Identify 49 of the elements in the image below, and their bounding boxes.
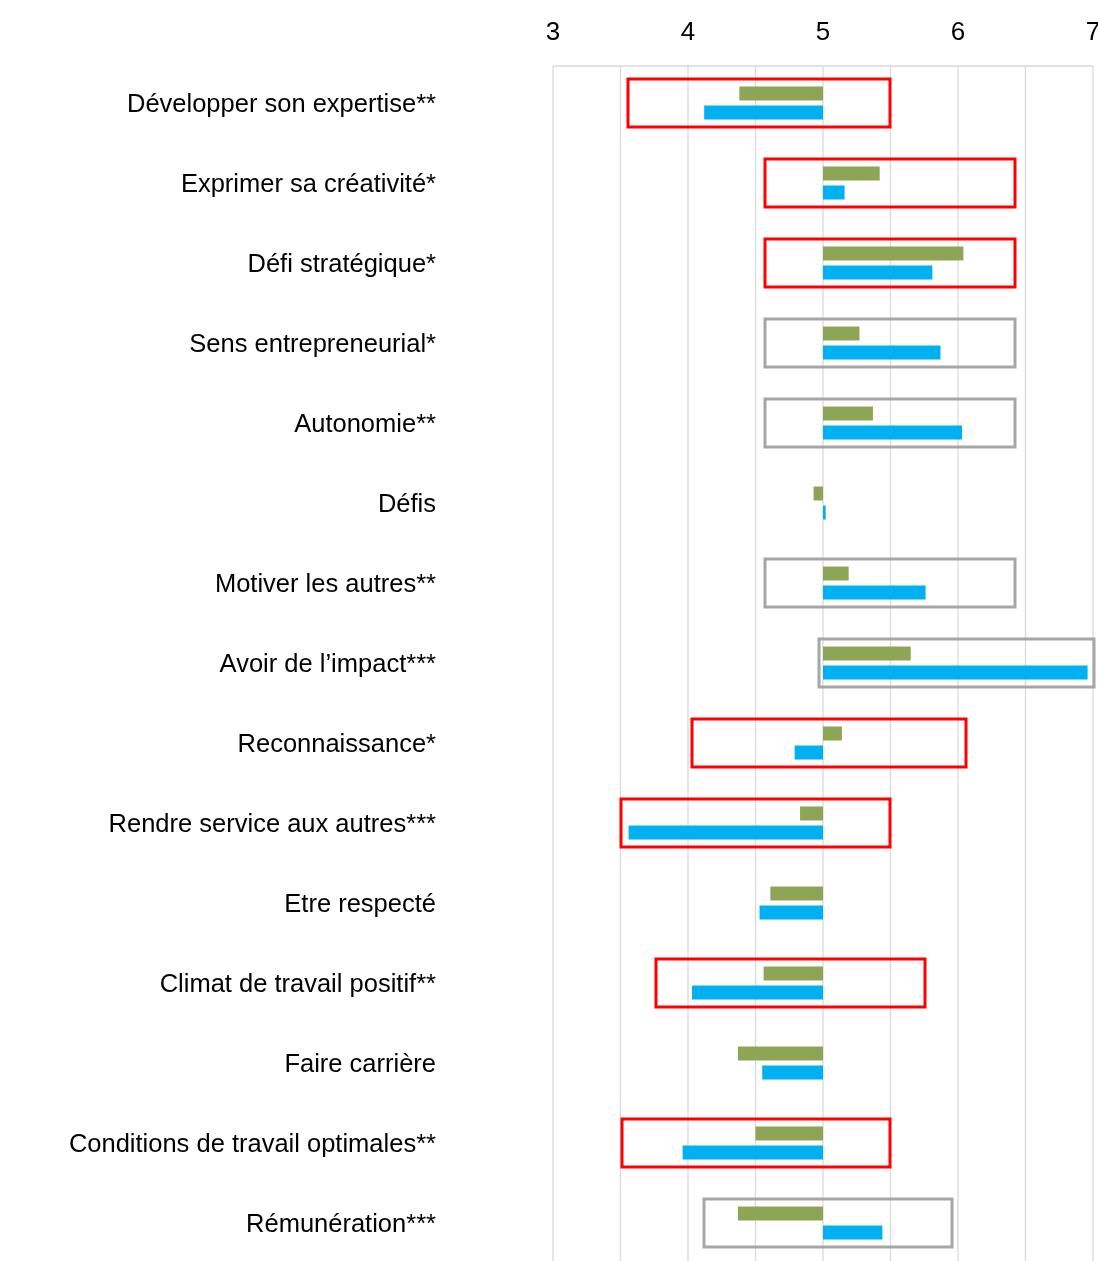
bar <box>823 585 926 600</box>
y-tick-label: Climat de travail positif** <box>159 969 437 997</box>
bar <box>823 326 860 341</box>
bar <box>800 806 823 821</box>
bar <box>823 665 1088 680</box>
y-tick-label: Rendre service aux autres*** <box>108 809 437 837</box>
bar <box>737 1206 823 1221</box>
bar <box>755 1126 823 1141</box>
bar <box>813 486 823 501</box>
y-tick-label: Faire carrière <box>284 1049 436 1077</box>
bar <box>628 825 823 840</box>
bar <box>823 406 873 421</box>
y-tick-label: Défis <box>377 489 436 517</box>
bar <box>823 726 842 741</box>
bar <box>823 1225 883 1240</box>
y-tick-label: Motiver les autres** <box>214 569 437 597</box>
y-tick-label: Développer son expertise** <box>126 89 437 117</box>
bar <box>823 166 880 181</box>
y-tick-label: Etre respecté <box>284 889 436 917</box>
x-tick-label: 5 <box>815 16 831 46</box>
bar <box>692 985 823 1000</box>
y-tick-label: Avoir de l’impact*** <box>219 649 437 677</box>
bar <box>823 185 845 200</box>
x-tick-label: 3 <box>545 16 561 46</box>
bar <box>823 646 911 661</box>
bar <box>823 566 849 581</box>
bar <box>763 966 823 981</box>
y-tick-label: Rémunération*** <box>246 1209 437 1237</box>
y-tick-label: Conditions de travail optimales** <box>68 1129 437 1157</box>
bar <box>762 1065 823 1080</box>
bar <box>759 905 823 920</box>
bar <box>823 265 933 280</box>
bar <box>739 86 823 101</box>
x-tick-label: 4 <box>680 16 696 46</box>
bar <box>770 886 823 901</box>
bar <box>823 246 964 261</box>
y-tick-label: Reconnaissance* <box>237 729 437 757</box>
bar <box>794 745 823 760</box>
bar <box>737 1046 823 1061</box>
bar <box>823 425 963 440</box>
y-tick-label: Défi stratégique* <box>247 249 437 277</box>
y-tick-label: Autonomie** <box>294 409 437 437</box>
y-tick-label: Exprimer sa créativité* <box>180 169 437 197</box>
y-tick-label: Sens entrepreneurial* <box>189 329 437 357</box>
bar <box>823 505 826 520</box>
bar <box>823 345 941 360</box>
x-tick-label: 6 <box>950 16 966 46</box>
bar <box>704 105 823 120</box>
bar <box>682 1145 823 1160</box>
